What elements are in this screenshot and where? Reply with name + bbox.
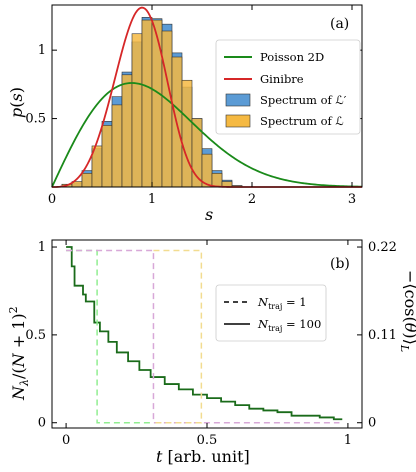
legend-l-label: Spectrum of ℒ bbox=[260, 114, 344, 128]
bar-l-9 bbox=[151, 19, 163, 188]
b-ytick-right-label-2: 0.22 bbox=[368, 240, 397, 255]
ntraj100-curve bbox=[66, 246, 343, 421]
b-xtick-label-1: 0.5 bbox=[197, 433, 218, 448]
b-ytick-right-label-0: 0 bbox=[368, 416, 376, 431]
a-ytick-label-0: 0.5 bbox=[25, 112, 46, 127]
b-ytick-label-2: 1 bbox=[38, 240, 46, 255]
bar-l-4 bbox=[101, 125, 113, 188]
a-xtick-label-2: 2 bbox=[248, 192, 256, 207]
legend-lprime-label: Spectrum of ℒ′ bbox=[260, 93, 347, 107]
a-ytick-label-1: 1 bbox=[38, 43, 46, 58]
legend-ntraj1-label: Ntraj = 1 bbox=[257, 295, 307, 311]
bar-l-5 bbox=[111, 104, 123, 188]
b-xtick-label-2: 1 bbox=[344, 433, 352, 448]
ntraj1-trajectory-2 bbox=[66, 249, 340, 424]
legend-box bbox=[215, 39, 361, 135]
panel-b-label: (b) bbox=[330, 256, 350, 272]
histogram-bars bbox=[61, 17, 243, 188]
a-xtick-label-1: 1 bbox=[148, 192, 156, 207]
bar-l-12 bbox=[181, 79, 193, 188]
panel-b-ylabel-right: −⟨cos(θ)⟩L bbox=[398, 270, 416, 352]
legend-lprime-swatch bbox=[225, 93, 251, 107]
panel-a-frame bbox=[51, 4, 363, 188]
legend-b-box bbox=[215, 284, 327, 342]
panel-a-label: (a) bbox=[330, 16, 349, 32]
poisson-2d-curve bbox=[51, 82, 363, 188]
bar-l-6 bbox=[121, 74, 133, 188]
b-ytick-label-0: 0 bbox=[38, 416, 46, 431]
panel-a-xlabel: s bbox=[205, 205, 213, 224]
ntraj1-trajectory-3 bbox=[153, 249, 203, 424]
legend-poisson-label: Poisson 2D bbox=[260, 50, 324, 64]
bar-l-10 bbox=[161, 30, 173, 188]
b-ytick-label-1: 0.5 bbox=[25, 328, 46, 343]
a-xtick-label-0: 0 bbox=[48, 192, 56, 207]
legend-l-swatch bbox=[225, 114, 251, 128]
legend-ginibre-label: Ginibre bbox=[260, 72, 304, 86]
b-ytick-right-label-1: 0.11 bbox=[368, 328, 397, 343]
bar-l-7 bbox=[131, 33, 143, 188]
panel-b-lines bbox=[66, 246, 343, 424]
panel-a-ylabel: p(s) bbox=[7, 87, 26, 118]
b-xtick-label-0: 0 bbox=[62, 433, 70, 448]
panel-b-xlabel: t [arb. unit] bbox=[156, 447, 250, 466]
panel-b-ticks: 0 0.5 1 0 0 0.5 0.11 1 0.22 bbox=[25, 240, 397, 448]
panel-b-ylabel: Nλ/(N + 1)2 bbox=[7, 306, 31, 401]
bar-l-15 bbox=[211, 173, 223, 188]
panel-b: 0 0.5 1 0 0 0.5 0.11 1 0.22 (b) t [arb. unit] Nλ… bbox=[7, 239, 416, 466]
bar-l-2 bbox=[81, 173, 93, 188]
panel-a-legend: Poisson 2D Ginibre Spectrum of ℒ′ Spectr… bbox=[215, 39, 361, 135]
ntraj1-trajectory-1 bbox=[66, 249, 154, 424]
panel-b-legend: Ntraj = 1 Ntraj = 100 bbox=[215, 284, 327, 342]
panel-a: 0 1 2 3 0.5 1 (a) s p(s) Poisson 2D Ginibre S… bbox=[7, 4, 363, 224]
a-xtick-label-3: 3 bbox=[348, 192, 356, 207]
legend-ntraj100-label: Ntraj = 100 bbox=[257, 317, 321, 333]
bar-l-8 bbox=[141, 19, 153, 188]
